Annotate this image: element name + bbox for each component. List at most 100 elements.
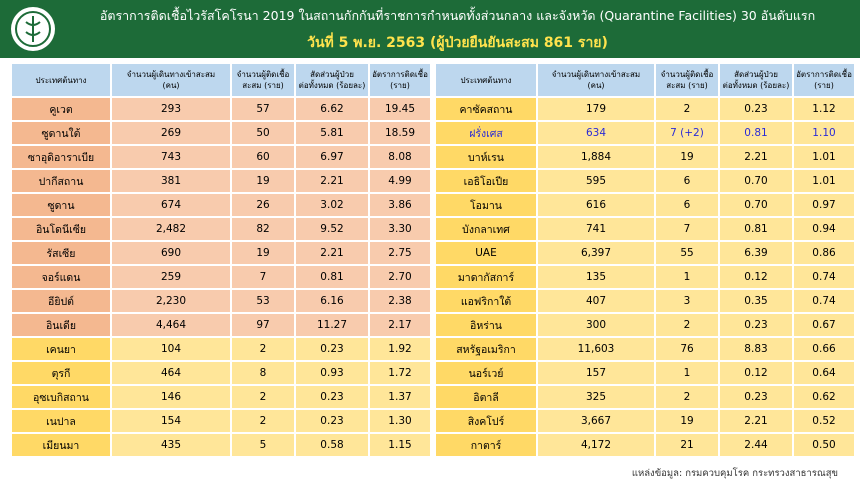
- value-cell: 2,230: [112, 290, 230, 312]
- value-cell: 0.94: [794, 218, 854, 240]
- column-header: ประเทศต้นทาง: [436, 64, 536, 96]
- country-cell: แอฟริกาใต้: [436, 290, 536, 312]
- table-right: ประเทศต้นทาง จำนวนผู้เดินทางเข้าสะสม (คน)…: [434, 62, 856, 458]
- value-cell: 3.02: [296, 194, 368, 216]
- value-cell: 19: [656, 410, 718, 432]
- value-cell: 3.30: [370, 218, 430, 240]
- country-cell: อียิปต์: [12, 290, 110, 312]
- value-cell: 435: [112, 434, 230, 456]
- row: อิหร่าน 300 2 0.23 0.67: [436, 314, 854, 336]
- value-cell: 674: [112, 194, 230, 216]
- value-cell: 7: [656, 218, 718, 240]
- row: จอร์แดน 259 7 0.81 2.70: [12, 266, 430, 288]
- row: เคนยา 104 2 0.23 1.92: [12, 338, 430, 360]
- row: เมียนมา 435 5 0.58 1.15: [12, 434, 430, 456]
- value-cell: 1.15: [370, 434, 430, 456]
- value-cell: 464: [112, 362, 230, 384]
- value-cell: 269: [112, 122, 230, 144]
- value-cell: 157: [538, 362, 654, 384]
- column-header: ประเทศต้นทาง: [12, 64, 110, 96]
- column-header: อัตราการติดเชื้อ (ราย): [370, 64, 430, 96]
- value-cell: 2.38: [370, 290, 430, 312]
- row: ซูดานใต้ 269 50 5.81 18.59: [12, 122, 430, 144]
- column-header: สัดส่วนผู้ป่วย ต่อทั้งหมด (ร้อยละ): [296, 64, 368, 96]
- row: คูเวต 293 57 6.62 19.45: [12, 98, 430, 120]
- column-header: อัตราการติดเชื้อ (ราย): [794, 64, 854, 96]
- column-header: สัดส่วนผู้ป่วย ต่อทั้งหมด (ร้อยละ): [720, 64, 792, 96]
- value-cell: 154: [112, 410, 230, 432]
- value-cell: 1.92: [370, 338, 430, 360]
- value-cell: 300: [538, 314, 654, 336]
- value-cell: 1.72: [370, 362, 430, 384]
- value-cell: 19: [232, 170, 294, 192]
- country-cell: รัสเซีย: [12, 242, 110, 264]
- country-cell: บังกลาเทศ: [436, 218, 536, 240]
- value-cell: 19: [656, 146, 718, 168]
- value-cell: 407: [538, 290, 654, 312]
- value-cell: 0.12: [720, 362, 792, 384]
- value-cell: 0.74: [794, 266, 854, 288]
- row: นอร์เวย์ 157 1 0.12 0.64: [436, 362, 854, 384]
- country-cell: ซูดานใต้: [12, 122, 110, 144]
- country-cell: ซูดาน: [12, 194, 110, 216]
- value-cell: 6,397: [538, 242, 654, 264]
- value-cell: 0.12: [720, 266, 792, 288]
- value-cell: 19.45: [370, 98, 430, 120]
- country-cell: โอมาน: [436, 194, 536, 216]
- value-cell: 4,464: [112, 314, 230, 336]
- value-cell: 1: [656, 266, 718, 288]
- subtitle: วันที่ 5 พ.ย. 2563 (ผู้ป่วยยืนยันสะสม 86…: [307, 35, 608, 51]
- value-cell: 0.50: [794, 434, 854, 456]
- row: ซาอุดิอาราเบีย 743 60 6.97 8.08: [12, 146, 430, 168]
- value-cell: 60: [232, 146, 294, 168]
- header-row: ประเทศต้นทาง จำนวนผู้เดินทางเข้าสะสม (คน)…: [12, 64, 430, 96]
- value-cell: 5: [232, 434, 294, 456]
- value-cell: 6.62: [296, 98, 368, 120]
- row: บังกลาเทศ 741 7 0.81 0.94: [436, 218, 854, 240]
- value-cell: 1.01: [794, 146, 854, 168]
- header-row: ประเทศต้นทาง จำนวนผู้เดินทางเข้าสะสม (คน)…: [436, 64, 854, 96]
- country-cell: สิงคโปร์: [436, 410, 536, 432]
- value-cell: 4.99: [370, 170, 430, 192]
- row: บาห์เรน 1,884 19 2.21 1.01: [436, 146, 854, 168]
- row: สิงคโปร์ 3,667 19 2.21 0.52: [436, 410, 854, 432]
- value-cell: 0.81: [720, 218, 792, 240]
- value-cell: 18.59: [370, 122, 430, 144]
- country-cell: เอธิโอเปีย: [436, 170, 536, 192]
- country-cell: นอร์เวย์: [436, 362, 536, 384]
- value-cell: 0.81: [720, 122, 792, 144]
- row: โอมาน 616 6 0.70 0.97: [436, 194, 854, 216]
- row: UAE 6,397 55 6.39 0.86: [436, 242, 854, 264]
- country-cell: เนปาล: [12, 410, 110, 432]
- row: ฝรั่งเศส 634 7 (+2) 0.81 1.10: [436, 122, 854, 144]
- value-cell: 0.23: [720, 98, 792, 120]
- value-cell: 0.52: [794, 410, 854, 432]
- value-cell: 0.81: [296, 266, 368, 288]
- value-cell: 104: [112, 338, 230, 360]
- row: เอธิโอเปีย 595 6 0.70 1.01: [436, 170, 854, 192]
- value-cell: 634: [538, 122, 654, 144]
- value-cell: 616: [538, 194, 654, 216]
- value-cell: 0.23: [296, 410, 368, 432]
- value-cell: 6.39: [720, 242, 792, 264]
- country-cell: ตุรกี: [12, 362, 110, 384]
- row: อียิปต์ 2,230 53 6.16 2.38: [12, 290, 430, 312]
- logo: [11, 7, 55, 51]
- row: สหรัฐอเมริกา 11,603 76 8.83 0.66: [436, 338, 854, 360]
- value-cell: 0.86: [794, 242, 854, 264]
- country-cell: อุซเบกิสถาน: [12, 386, 110, 408]
- value-cell: 1.37: [370, 386, 430, 408]
- value-cell: 0.23: [296, 338, 368, 360]
- value-cell: 0.67: [794, 314, 854, 336]
- column-header: จำนวนผู้เดินทางเข้าสะสม (คน): [538, 64, 654, 96]
- country-cell: UAE: [436, 242, 536, 264]
- value-cell: 5.81: [296, 122, 368, 144]
- value-cell: 595: [538, 170, 654, 192]
- value-cell: 6: [656, 194, 718, 216]
- value-cell: 2: [656, 98, 718, 120]
- value-cell: 2.70: [370, 266, 430, 288]
- country-cell: ซาอุดิอาราเบีย: [12, 146, 110, 168]
- value-cell: 259: [112, 266, 230, 288]
- value-cell: 6.97: [296, 146, 368, 168]
- value-cell: 2.21: [720, 410, 792, 432]
